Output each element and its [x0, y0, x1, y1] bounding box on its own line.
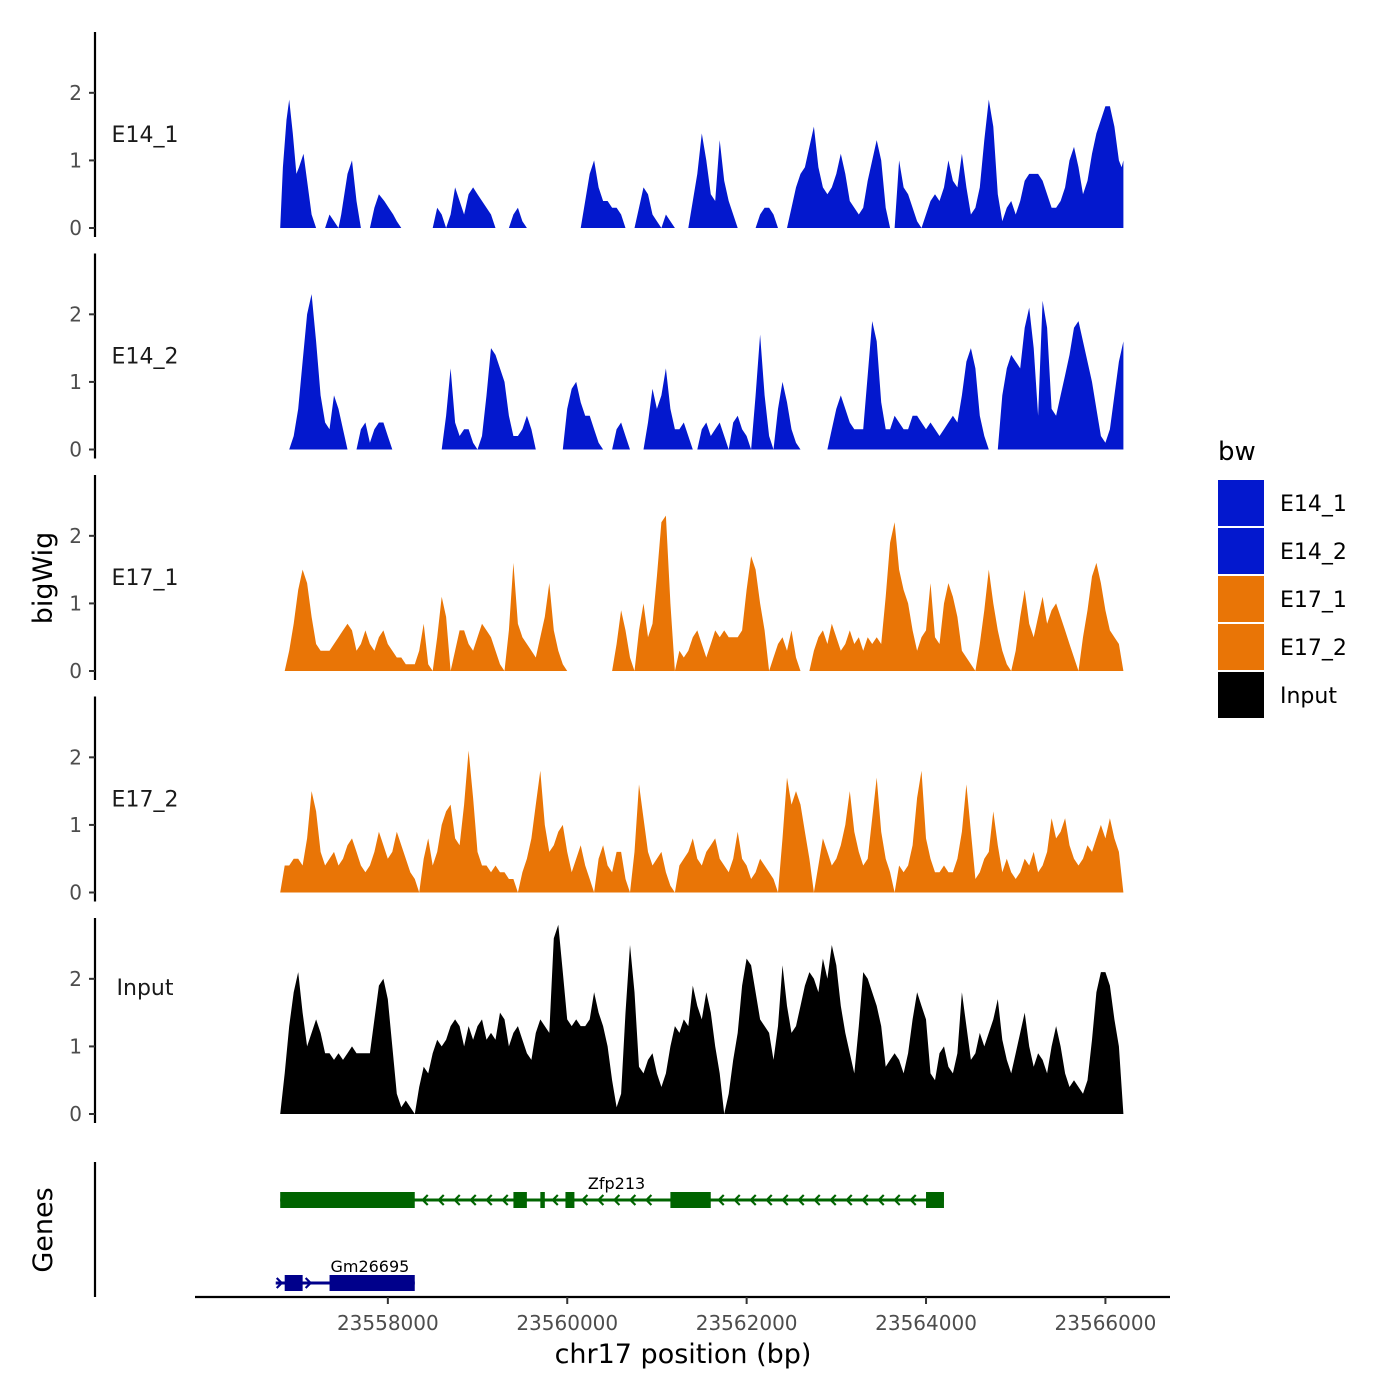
- strand-arrow: [733, 1194, 741, 1206]
- gene-Gm26695: Gm26695: [275, 1257, 415, 1291]
- legend-swatch: [1218, 576, 1264, 622]
- strand-arrow: [469, 1194, 477, 1206]
- y-tick-label: 1: [69, 370, 82, 394]
- legend-label: Input: [1280, 684, 1337, 709]
- gene-exon: [280, 1192, 415, 1208]
- legend-item-E14_2: E14_2: [1218, 528, 1347, 574]
- strand-arrow: [644, 1194, 653, 1206]
- legend: bw E14_1 E14_2 E17_1 E17_2 Input: [1218, 437, 1347, 718]
- strand-arrow: [437, 1194, 445, 1206]
- track-E17_2: 0 1 2 E17_2: [69, 696, 1124, 905]
- strand-arrow: [813, 1194, 821, 1206]
- y-tick-label: 2: [69, 302, 82, 326]
- y-tick-label: 2: [69, 524, 82, 548]
- legend-item-E14_1: E14_1: [1218, 480, 1347, 526]
- x-tick-label: 23564000: [875, 1311, 977, 1335]
- strand-arrow: [893, 1194, 901, 1206]
- legend-label: E17_2: [1280, 636, 1347, 661]
- strand-arrow: [877, 1194, 885, 1206]
- legend-swatch: [1218, 528, 1264, 574]
- y-tick-label: 1: [69, 148, 82, 172]
- y-tick-label: 0: [69, 881, 82, 905]
- strand-arrow: [501, 1194, 509, 1206]
- legend-item-E17_2: E17_2: [1218, 624, 1347, 670]
- track-label: Input: [117, 976, 174, 1001]
- legend-label: E14_1: [1280, 492, 1347, 517]
- gene-label: Gm26695: [330, 1257, 409, 1276]
- strand-arrow: [612, 1194, 621, 1206]
- strand-arrow: [551, 1194, 559, 1206]
- genes-axis-title: Genes: [28, 1187, 59, 1272]
- y-tick-label: 0: [69, 216, 82, 240]
- strand-arrow: [628, 1194, 637, 1206]
- strand-arrow: [421, 1194, 429, 1206]
- y-tick-label: 0: [69, 1102, 82, 1126]
- signal-area-E14_2: [289, 294, 1124, 450]
- signal-tracks: 0 1 2 E14_1 0 1 2 E14_2 0 1 2 E17_1 0 1 2 E17_2 0 1 2 Input: [69, 32, 1124, 1126]
- strand-arrow: [765, 1194, 773, 1206]
- strand-arrow: [580, 1194, 589, 1206]
- gene-exon: [513, 1192, 527, 1208]
- x-tick-label: 23562000: [696, 1311, 798, 1335]
- signal-area-E17_1: [284, 515, 1124, 671]
- gene-exon: [670, 1192, 711, 1208]
- strand-arrow: [749, 1194, 757, 1206]
- strand-arrow: [717, 1194, 725, 1206]
- gene-exon: [926, 1192, 944, 1208]
- gene-exon: [565, 1192, 575, 1208]
- track-label: E14_1: [112, 123, 179, 148]
- strand-arrow: [797, 1194, 805, 1206]
- legend-label: E17_1: [1280, 588, 1347, 613]
- x-axis: 23558000 23560000 23562000 23564000 23566000: [195, 1295, 1170, 1335]
- strand-arrow: [845, 1194, 853, 1206]
- x-axis-title: chr17 position (bp): [555, 1339, 812, 1370]
- legend-label: E14_2: [1280, 540, 1347, 565]
- track-label: E17_2: [112, 788, 179, 813]
- y-tick-label: 1: [69, 813, 82, 837]
- track-label: E14_2: [112, 345, 179, 370]
- x-tick-label: 23558000: [337, 1311, 439, 1335]
- strand-arrow: [909, 1194, 917, 1206]
- gene-label: Zfp213: [588, 1174, 645, 1193]
- y-tick-label: 0: [69, 659, 82, 683]
- strand-arrow: [453, 1194, 461, 1206]
- track-E14_2: 0 1 2 E14_2: [69, 253, 1124, 462]
- x-tick-label: 23560000: [516, 1311, 618, 1335]
- strand-arrow: [861, 1194, 869, 1206]
- track-E17_1: 0 1 2 E17_1: [69, 475, 1124, 683]
- signal-area-E17_2: [280, 750, 1124, 893]
- legend-item-E17_1: E17_1: [1218, 576, 1347, 622]
- legend-item-Input: Input: [1218, 672, 1337, 718]
- strand-arrow: [275, 1277, 284, 1289]
- signal-area-Input: [280, 924, 1124, 1114]
- legend-title: bw: [1218, 437, 1256, 467]
- strand-arrow: [485, 1194, 493, 1206]
- legend-swatch: [1218, 480, 1264, 526]
- legend-swatch: [1218, 672, 1264, 718]
- y-axis-title: bigWig: [28, 532, 59, 625]
- gene-Zfp213: Zfp213: [280, 1174, 944, 1208]
- gene-exon: [284, 1275, 303, 1291]
- y-tick-label: 0: [69, 438, 82, 462]
- strand-arrow: [596, 1194, 605, 1206]
- legend-swatch: [1218, 624, 1264, 670]
- track-E14_1: 0 1 2 E14_1: [69, 32, 1124, 240]
- strand-arrow: [829, 1194, 837, 1206]
- y-tick-label: 2: [69, 81, 82, 105]
- x-tick-label: 23566000: [1055, 1311, 1157, 1335]
- strand-arrow: [304, 1277, 313, 1289]
- y-tick-label: 2: [69, 967, 82, 991]
- y-tick-label: 1: [69, 591, 82, 615]
- y-tick-label: 1: [69, 1034, 82, 1058]
- strand-arrow: [781, 1194, 789, 1206]
- gene-exon: [540, 1192, 545, 1208]
- y-tick-label: 2: [69, 745, 82, 769]
- gene-track: Zfp213 Gm26695: [275, 1174, 944, 1291]
- track-label: E17_1: [112, 566, 179, 591]
- track-Input: 0 1 2 Input: [69, 918, 1124, 1126]
- signal-area-E14_1: [280, 99, 1124, 228]
- gene-exon: [329, 1275, 415, 1291]
